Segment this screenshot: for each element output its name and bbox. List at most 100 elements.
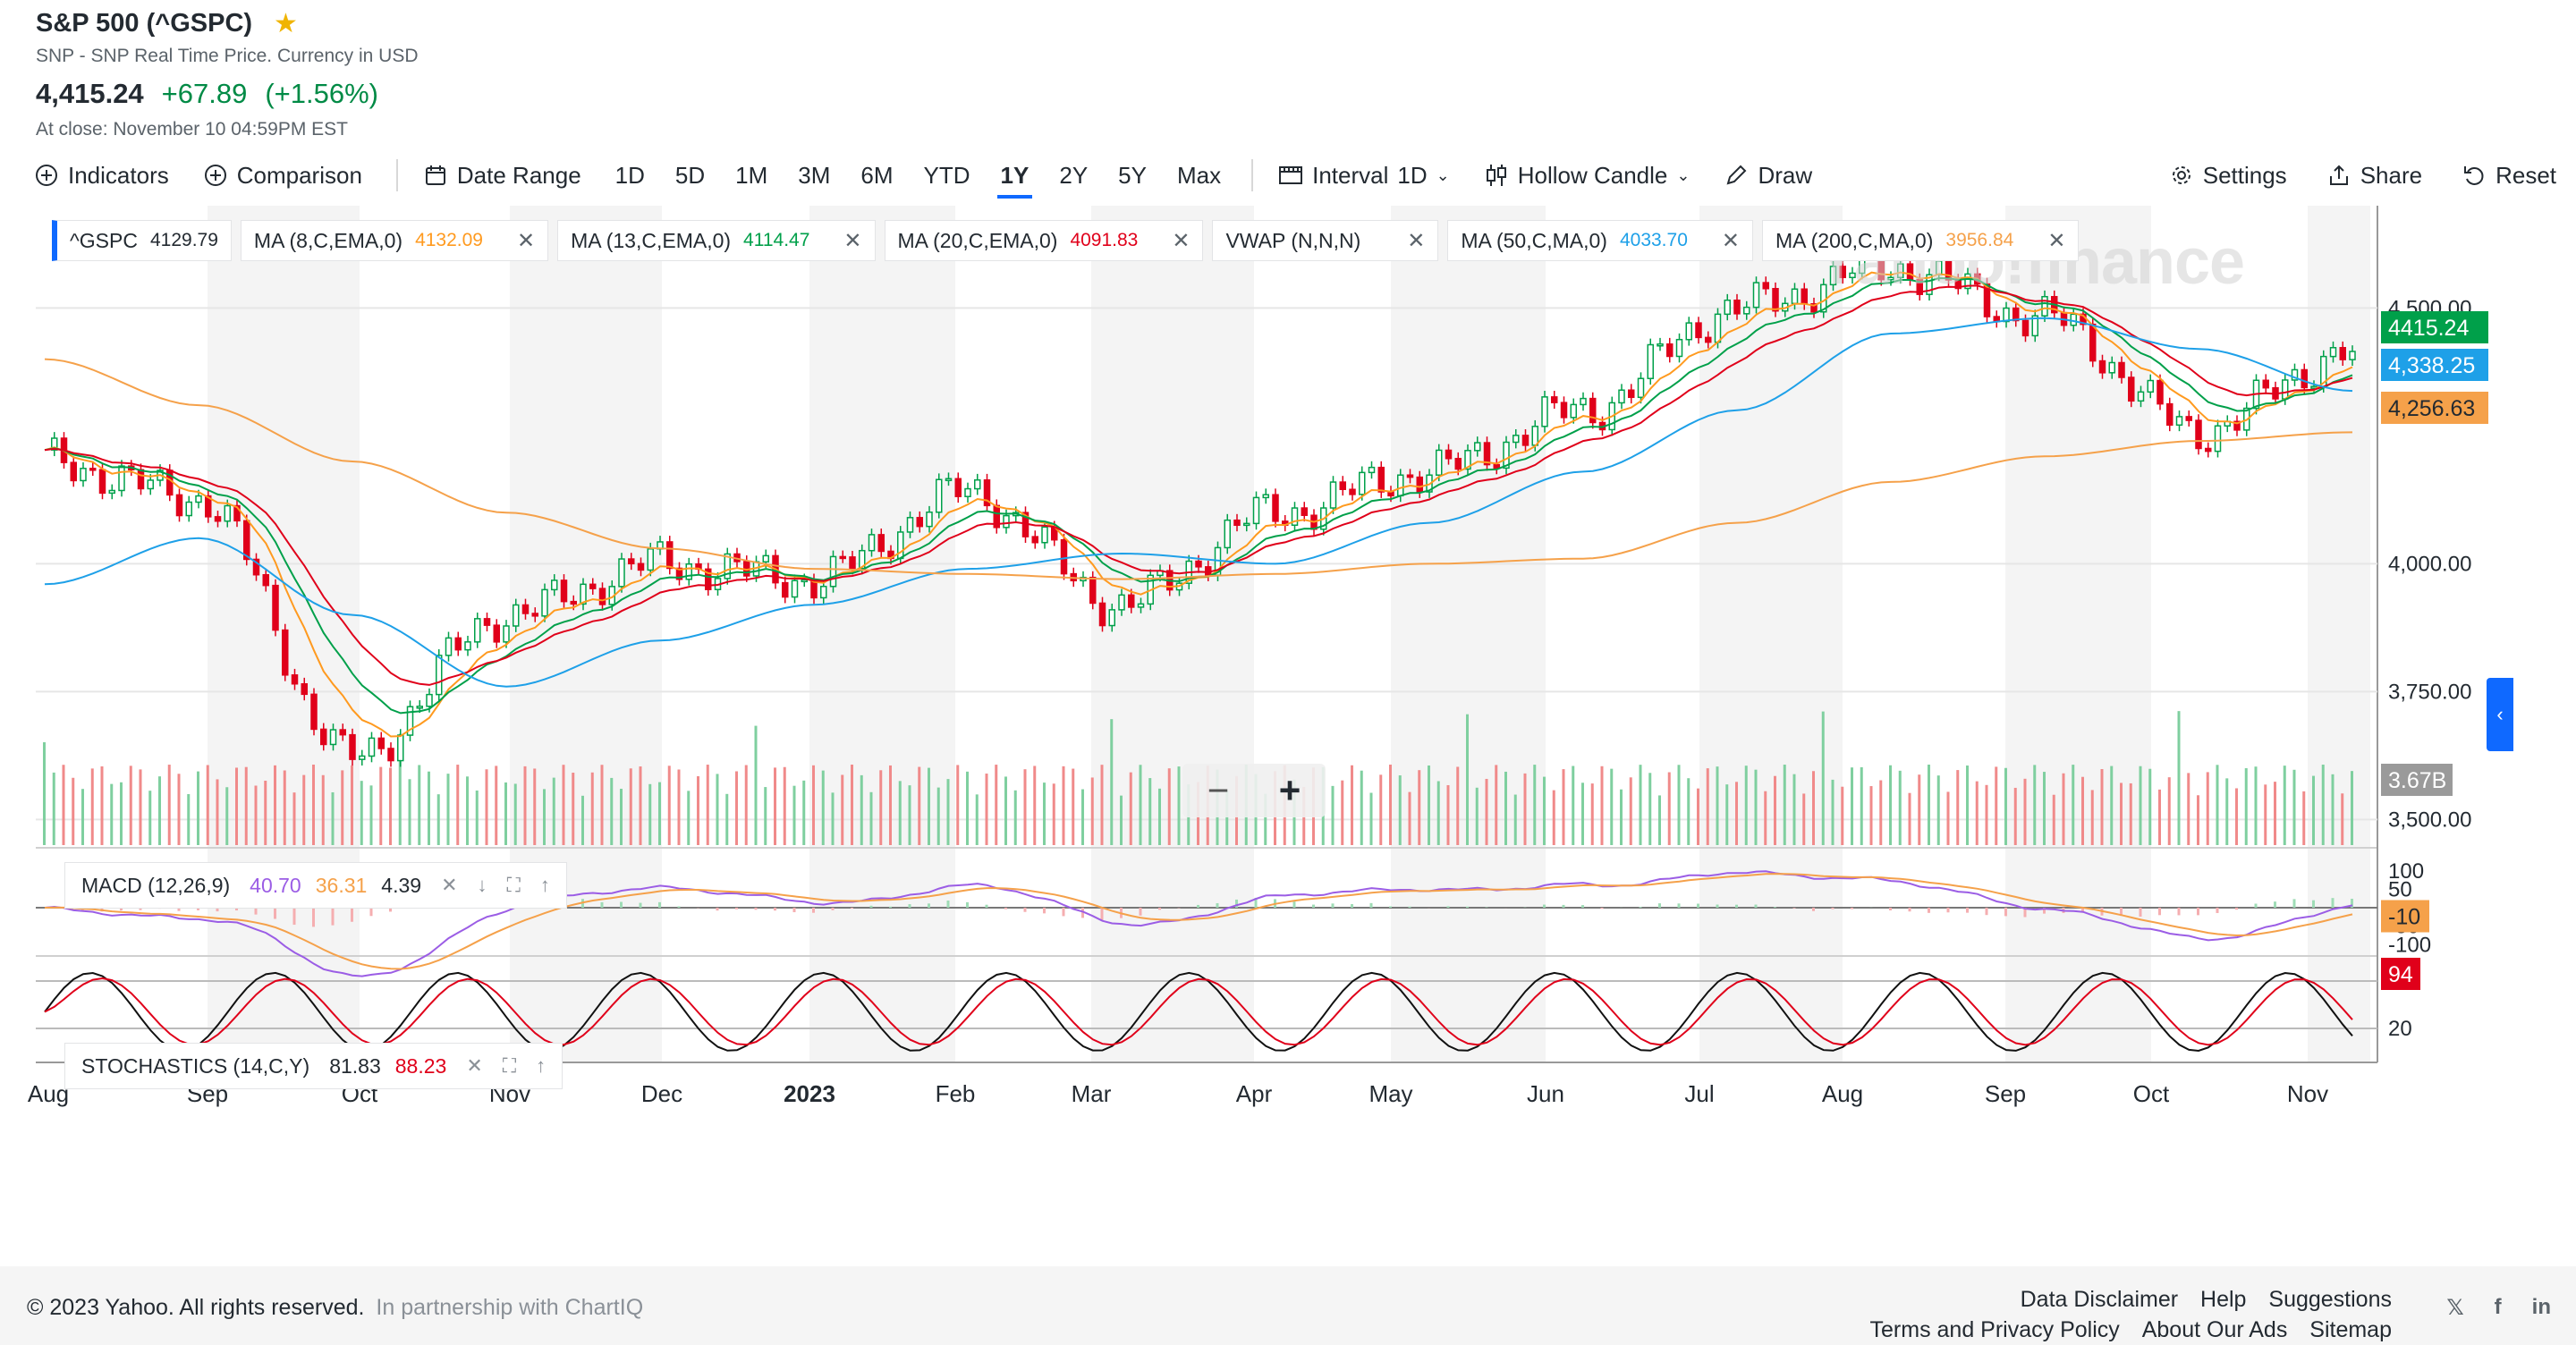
close-icon[interactable]: ✕ [441, 874, 458, 896]
zoom-out-icon[interactable]: − [1207, 769, 1230, 811]
arrow-up-icon[interactable]: ↑ [539, 874, 550, 896]
close-icon[interactable]: ✕ [516, 228, 536, 253]
candle-body [1589, 397, 1597, 424]
candle-body [1262, 494, 1269, 499]
x-tick-label: Aug [28, 1080, 69, 1107]
macd-hist-bar [1062, 908, 1065, 917]
volume-bar [783, 766, 786, 845]
volume-bar [139, 769, 142, 845]
macd-hist-bar [1697, 903, 1699, 908]
candle-body [1541, 396, 1548, 427]
volume-bar [1446, 784, 1450, 845]
facebook-icon[interactable]: f [2494, 1295, 2502, 1319]
range-1m[interactable]: 1M [735, 161, 768, 189]
footer-links: Data Disclaimer Help Suggestions Terms a… [1854, 1284, 2392, 1345]
study-chip[interactable]: MA (200,C,MA,0) 3956.84 ✕ [1762, 220, 2080, 261]
study-chip[interactable]: VWAP (N,N,N) ✕ [1212, 220, 1439, 261]
settings-button[interactable]: Settings [2169, 162, 2287, 190]
candle-body [531, 613, 538, 617]
range-1d[interactable]: 1D [614, 161, 645, 189]
volume-bar [1936, 775, 1940, 845]
range-1y[interactable]: 1Y [996, 161, 1033, 199]
range-6m[interactable]: 6M [860, 161, 894, 189]
comparison-button[interactable]: Comparison [203, 162, 362, 190]
x-tick-label: May [1368, 1080, 1412, 1107]
volume-bar [436, 794, 440, 845]
date-range-button[interactable]: Date Range [423, 162, 581, 190]
close-icon[interactable]: ✕ [466, 1054, 483, 1077]
close-timestamp: At close: November 10 04:59PM EST [36, 119, 348, 140]
candle-body [1060, 538, 1068, 575]
arrow-up-icon[interactable]: ↑ [536, 1054, 547, 1077]
candle-body [2291, 368, 2299, 381]
share-label: Share [2360, 161, 2423, 189]
link-terms[interactable]: Terms and Privacy Policy [1869, 1317, 2120, 1342]
candle-body [1089, 576, 1097, 605]
macd-tick-label: 50 [2388, 877, 2412, 901]
range-5y[interactable]: 5Y [1118, 161, 1147, 189]
volume-bar [72, 777, 75, 845]
indicators-button[interactable]: Indicators [34, 162, 169, 190]
expand-icon[interactable]: ⛶ [506, 874, 521, 896]
reset-button[interactable]: Reset [2462, 162, 2556, 190]
link-sitemap[interactable]: Sitemap [2309, 1317, 2392, 1342]
chevron-down-icon: ⌄ [1436, 165, 1450, 184]
arrow-down-icon[interactable]: ↓ [477, 874, 487, 896]
study-chip[interactable]: ^GSPC 4129.79 [52, 220, 232, 261]
macd-hist-bar [1792, 908, 1796, 909]
close-icon[interactable]: ✕ [1407, 228, 1426, 253]
expand-icon[interactable]: ⛶ [502, 1054, 517, 1077]
chart-type-dropdown[interactable]: Hollow Candle ⌄ [1484, 162, 1690, 190]
study-chip[interactable]: MA (20,C,EMA,0) 4091.83 ✕ [884, 220, 1204, 261]
link-help[interactable]: Help [2200, 1287, 2247, 1312]
candle-body [1436, 449, 1443, 476]
linkedin-icon[interactable]: in [2531, 1295, 2551, 1319]
candle-body [349, 733, 356, 760]
volume-bar [918, 766, 921, 845]
range-max[interactable]: Max [1176, 161, 1222, 189]
volume-bar [1889, 765, 1892, 845]
star-icon[interactable]: ★ [274, 8, 298, 38]
share-button[interactable]: Share [2326, 162, 2422, 190]
twitter-icon[interactable]: 𝕏 [2446, 1296, 2464, 1320]
macd-hist-bar [1408, 906, 1411, 908]
study-chip[interactable]: MA (13,C,EMA,0) 4114.47 ✕ [557, 220, 876, 261]
price-chart[interactable]: 4,500.004,000.003,750.003,500.004415.244… [0, 206, 2576, 1198]
close-icon[interactable]: ✕ [1172, 228, 1191, 253]
volume-bar [706, 765, 709, 845]
candle-body [1637, 377, 1645, 399]
study-chip[interactable]: MA (50,C,MA,0) 4033.70 ✕ [1447, 220, 1753, 261]
candle-body [2282, 379, 2289, 400]
zoom-in-icon[interactable]: + [1278, 769, 1301, 811]
study-chip[interactable]: MA (8,C,EMA,0) 4132.09 ✕ [240, 220, 549, 261]
candle-body [272, 584, 279, 631]
candle-body [618, 558, 625, 588]
link-data-disclaimer[interactable]: Data Disclaimer [2020, 1287, 2179, 1312]
range-3m[interactable]: 3M [798, 161, 831, 189]
macd-hist-bar [2023, 908, 2027, 918]
chart-area[interactable]: 4,500.00 4,000.00 3,750.00 3,500.00 4415.24 4… [0, 206, 2576, 1198]
draw-button[interactable]: Draw [1724, 162, 1812, 190]
close-icon[interactable]: ✕ [1721, 228, 1740, 253]
volume-bar [1831, 779, 1835, 845]
x-tick-label: Sep [1985, 1080, 2026, 1107]
candle-body [359, 755, 366, 760]
close-icon[interactable]: ✕ [2047, 228, 2066, 253]
candle-body [464, 641, 471, 651]
link-about-ads[interactable]: About Our Ads [2141, 1317, 2288, 1342]
macd-hist-bar [1928, 908, 1930, 913]
range-5d[interactable]: 5D [674, 161, 706, 189]
study-label: MA (50,C,MA,0) [1461, 228, 1607, 252]
macd-hist-bar [2312, 900, 2315, 908]
candle-body [541, 588, 548, 617]
last-price-badge: 4415.24 [2388, 316, 2469, 341]
close-icon[interactable]: ✕ [843, 228, 862, 253]
chevron-left-icon[interactable]: ‹ [2487, 678, 2513, 751]
link-suggestions[interactable]: Suggestions [2268, 1287, 2392, 1312]
volume-bar [975, 794, 979, 845]
interval-dropdown[interactable]: Interval 1D ⌄ [1278, 162, 1450, 190]
range-2y[interactable]: 2Y [1059, 161, 1089, 189]
macd-hist-bar [2331, 898, 2334, 908]
range-ytd[interactable]: YTD [923, 161, 970, 189]
macd-hist-bar [1312, 904, 1315, 908]
